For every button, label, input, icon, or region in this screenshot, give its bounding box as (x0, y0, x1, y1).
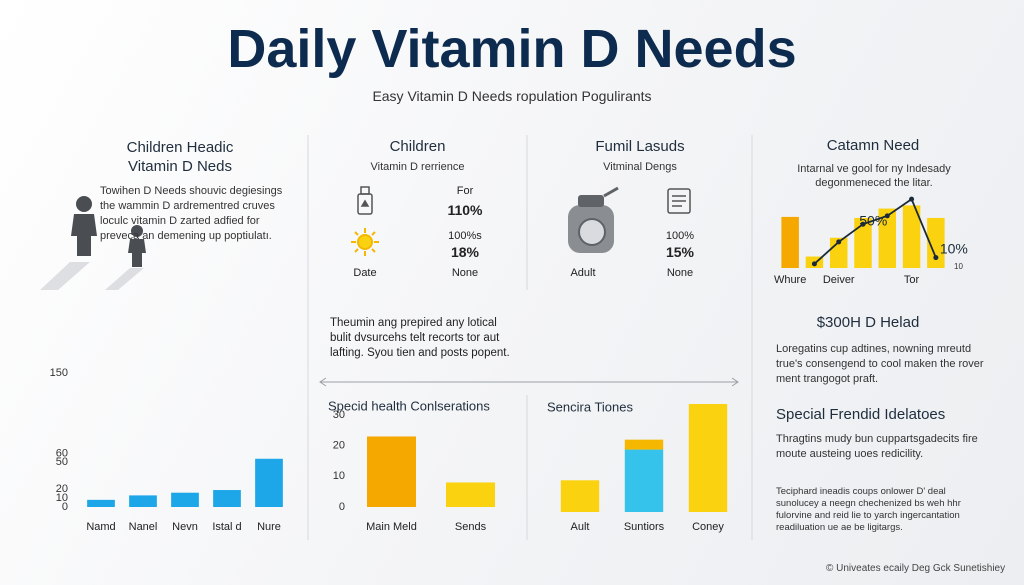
bar (854, 217, 872, 268)
panel-heading: Children Headic Vitamin D Neds (126, 139, 234, 175)
bar (902, 205, 921, 268)
chart-subtitle: Intarnal ve gool for ny Indesady degonme… (797, 163, 951, 189)
note: Theumin ang prepired any lotical bulit d… (330, 317, 510, 359)
section-body: Loregatins cup adtines, nowning mreutd t… (776, 343, 984, 385)
sun-icon (351, 228, 379, 256)
section-heading: Special Frendid Idelatoes (776, 406, 946, 423)
section-heading: $300H D Helad (816, 314, 920, 331)
y-tick-label: 10 (56, 492, 68, 504)
copyright: © Univeates ecaily Deg Gck Sunetishiey (826, 563, 1006, 574)
y-tick-label: 60 (56, 447, 68, 459)
item: 100%s (448, 230, 482, 242)
y-tick-label: 150 (50, 367, 68, 379)
line-point (884, 213, 890, 219)
y-tick-label: 30 (333, 409, 345, 421)
item: 100% (665, 230, 695, 242)
line-point (860, 221, 866, 227)
item: Adult (570, 267, 596, 279)
arrow-heads (319, 377, 739, 387)
bar (367, 436, 416, 507)
x-tick-label: Nure (257, 521, 281, 533)
x-tick-label: Istal d (212, 521, 241, 533)
bar (129, 495, 157, 507)
footer-note: Teciphard ineadis coups onlower D' deal … (776, 486, 961, 533)
chart-title: Catamn Need (826, 137, 920, 154)
panel-subheading: Vitminal Dengs (603, 161, 677, 173)
bar (171, 492, 199, 507)
x-tick-label: Tor (904, 274, 920, 286)
document-icon (667, 188, 691, 214)
x-tick-label: Deiver (823, 274, 855, 286)
bar (624, 449, 664, 512)
x-tick-label: Coney (692, 521, 724, 533)
bar (446, 482, 495, 507)
line-point (811, 261, 817, 267)
x-tick-label: Nevn (172, 521, 198, 533)
chart-title: Sencira Tiones (547, 399, 633, 414)
panel-body: Towihen D Needs shouvic degiesings the w… (100, 185, 283, 242)
jar-icon (568, 186, 619, 253)
x-tick-label: Nanel (129, 521, 158, 533)
x-tick-label: Main Meld (366, 521, 417, 533)
bar (878, 208, 897, 268)
x-tick-label: Suntiors (624, 521, 665, 533)
item: For (456, 185, 474, 197)
item-value: 18% (450, 244, 480, 260)
y-tick-label: 20 (333, 440, 345, 452)
item-value: 110% (447, 202, 483, 218)
panel-heading: Children (389, 138, 446, 155)
bar (927, 217, 945, 268)
bar (87, 499, 115, 507)
line (813, 197, 937, 265)
people-icon (40, 196, 146, 290)
x-tick-label: Namd (86, 521, 115, 533)
section-body: Thragtins mudy bun cuppartsgadecits fire… (776, 433, 978, 460)
item: Date (353, 267, 377, 279)
x-tick-label: Ault (571, 521, 590, 533)
y-tick-label: 0 (62, 501, 68, 513)
bar (781, 216, 799, 268)
item: None (451, 267, 479, 279)
y-tick-label: 50 (56, 456, 68, 468)
y-tick-label: 10 (333, 470, 345, 482)
chart-title: Specid health Conlserations (328, 398, 490, 413)
item: None (666, 267, 694, 279)
line-point (909, 196, 915, 202)
x-tick-label: Sends (455, 521, 487, 533)
bar (213, 490, 241, 507)
item-value: 15% (665, 244, 695, 260)
title: Daily Vitamin D Needs (227, 19, 797, 79)
bar (255, 458, 283, 507)
line-point (933, 255, 939, 261)
panel-subheading: Vitamin D rerrience (370, 161, 465, 173)
subtitle: Easy Vitamin D Needs ropulation Pogulira… (372, 88, 652, 104)
line-point (836, 239, 842, 245)
data-label: 50% (859, 213, 887, 229)
bar (560, 480, 600, 512)
bar (688, 403, 728, 512)
panel-heading: Fumil Lasuds (595, 138, 685, 155)
y-tick-label: 0 (339, 501, 345, 513)
data-label: 10% (940, 240, 968, 256)
annotation: 10 (954, 262, 963, 271)
bottle-icon (357, 186, 373, 215)
x-tick-label: Whure (774, 274, 806, 286)
y-tick-label: 20 (56, 483, 68, 495)
bar (624, 439, 664, 450)
